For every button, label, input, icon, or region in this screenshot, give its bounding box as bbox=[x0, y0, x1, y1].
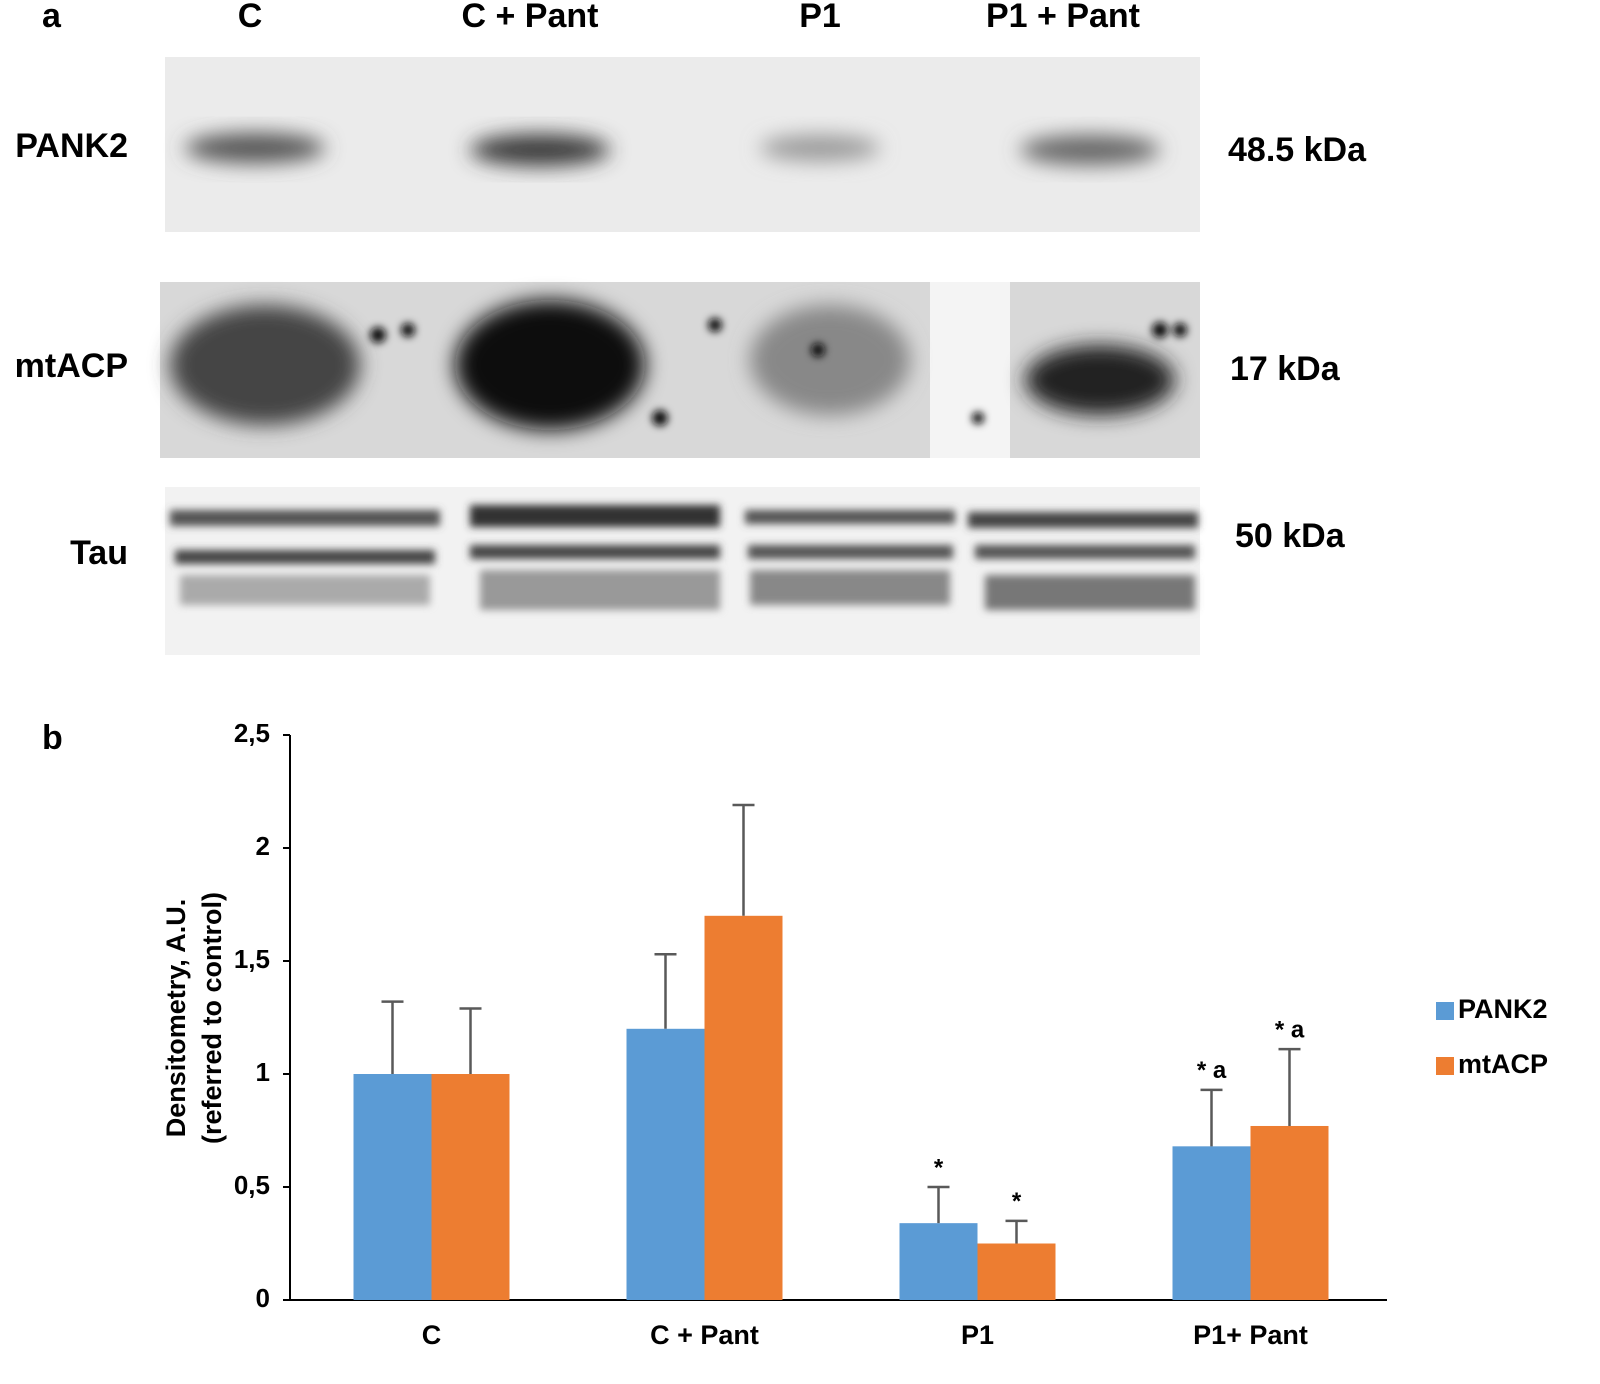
bar bbox=[1172, 1146, 1251, 1300]
blot-band bbox=[170, 300, 1175, 430]
error-bar bbox=[1005, 1219, 1028, 1244]
panel-b: b Densitometry, A.U. (referred to contro… bbox=[42, 718, 1548, 1350]
bar bbox=[626, 1028, 705, 1300]
size-label: 48.5 kDa bbox=[1228, 131, 1367, 169]
lane-label: P1 bbox=[799, 0, 841, 35]
panel-label: a bbox=[42, 0, 62, 35]
lane-label: P1 + Pant bbox=[986, 0, 1140, 35]
y-tick-label: 1 bbox=[256, 1057, 270, 1087]
bar bbox=[899, 1223, 978, 1300]
x-tick-label: C bbox=[422, 1320, 442, 1350]
error-bar bbox=[927, 1185, 950, 1224]
y-tick-label: 2,5 bbox=[234, 718, 270, 748]
protein-label: PANK2 bbox=[15, 127, 128, 165]
y-axis-title: (referred to control) bbox=[197, 892, 227, 1144]
y-tick-label: 0,5 bbox=[234, 1170, 270, 1200]
bar bbox=[977, 1243, 1056, 1300]
bar bbox=[1250, 1125, 1329, 1300]
legend-swatch bbox=[1436, 1002, 1454, 1020]
significance-label: * bbox=[934, 1154, 944, 1181]
legend-label: mtACP bbox=[1458, 1049, 1548, 1079]
bar bbox=[431, 1074, 510, 1300]
blot bbox=[160, 282, 1200, 458]
blot-band bbox=[185, 133, 1160, 166]
panel-label: b bbox=[42, 719, 63, 757]
protein-label: Tau bbox=[70, 534, 128, 572]
x-tick-label: C + Pant bbox=[650, 1320, 759, 1350]
bar bbox=[353, 1074, 432, 1300]
x-tick-label: P1 bbox=[961, 1320, 994, 1350]
bar bbox=[704, 915, 783, 1300]
error-bar bbox=[654, 952, 677, 1029]
significance-label: * a bbox=[1197, 1057, 1227, 1084]
error-bar bbox=[1278, 1047, 1301, 1126]
blot-band bbox=[170, 505, 1198, 610]
protein-label: mtACP bbox=[15, 347, 128, 385]
legend-label: PANK2 bbox=[1458, 994, 1548, 1024]
error-bar bbox=[732, 803, 755, 916]
blot bbox=[165, 487, 1200, 655]
significance-label: * bbox=[1012, 1188, 1022, 1215]
blot-spot bbox=[370, 318, 1187, 426]
lane-label: C + Pant bbox=[462, 0, 599, 35]
significance-label: * a bbox=[1275, 1016, 1305, 1043]
blot bbox=[165, 57, 1200, 232]
y-axis-title: Densitometry, A.U. bbox=[161, 899, 191, 1138]
y-tick-label: 2 bbox=[256, 831, 270, 861]
size-label: 17 kDa bbox=[1230, 350, 1341, 388]
y-tick-label: 1,5 bbox=[234, 944, 270, 974]
x-tick-label: P1+ Pant bbox=[1193, 1320, 1308, 1350]
legend-swatch bbox=[1436, 1057, 1454, 1075]
error-bar bbox=[1200, 1088, 1223, 1147]
error-bar bbox=[459, 1007, 482, 1074]
y-tick-label: 0 bbox=[256, 1283, 270, 1313]
error-bar bbox=[381, 1000, 404, 1074]
lane-label: C bbox=[238, 0, 263, 35]
panel-a: a C C + Pant P1 P1 + Pant PANK2 mtACP Ta… bbox=[15, 0, 1367, 655]
size-label: 50 kDa bbox=[1235, 517, 1346, 555]
